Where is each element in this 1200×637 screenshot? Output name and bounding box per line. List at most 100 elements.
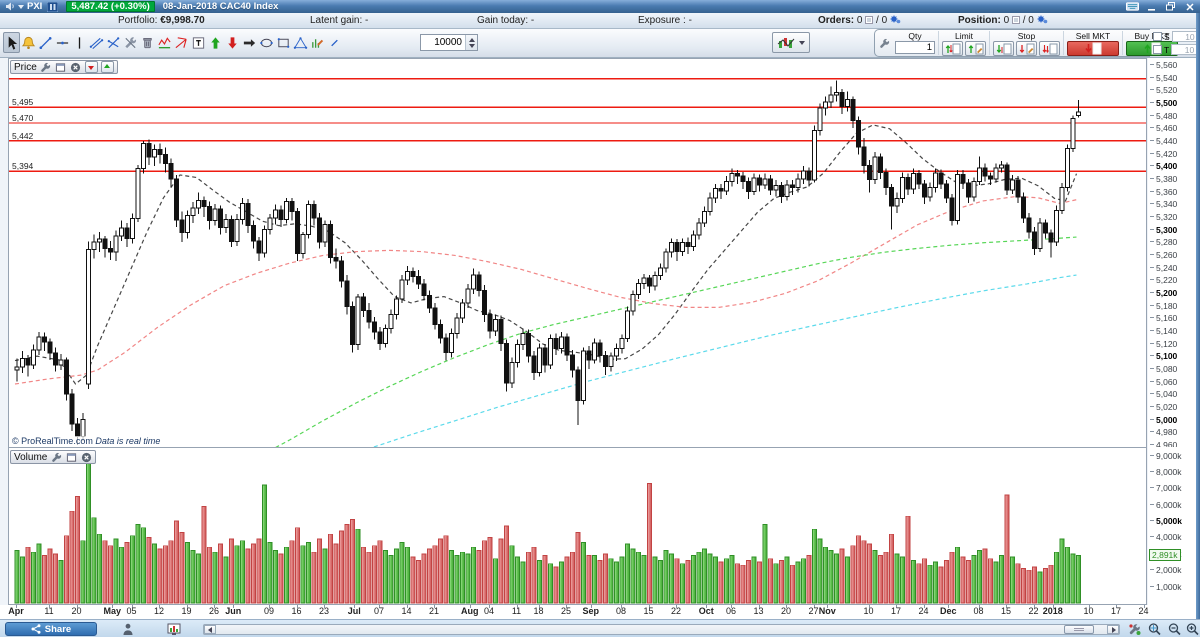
scroll-right-button[interactable] <box>1107 625 1119 634</box>
price-settings-icon[interactable] <box>40 62 52 73</box>
volume-close-icon[interactable] <box>80 452 92 463</box>
time-tick-label: 09 <box>263 606 274 616</box>
time-tick-label: 20 <box>780 606 791 616</box>
zoom-fit-icon[interactable] <box>1146 622 1162 636</box>
price-tick-label: 5,020 <box>1150 402 1177 412</box>
time-tick-label: Jul <box>347 606 361 616</box>
chart-type-button[interactable] <box>772 32 810 53</box>
orders-list-icon[interactable] <box>865 16 874 27</box>
delete-tool-button[interactable] <box>139 32 156 53</box>
text-tool-button[interactable] <box>190 32 207 53</box>
price-pane[interactable]: © ProRealTime.com Data is real time 5,49… <box>8 58 1147 448</box>
price-window-icon[interactable] <box>55 62 67 73</box>
time-tick <box>214 605 215 608</box>
quantity-value[interactable]: 10000 <box>434 37 462 48</box>
price-tick-label: 5,060 <box>1150 377 1177 387</box>
quantity-down-icon[interactable] <box>468 43 475 48</box>
instrument-symbol[interactable]: PXI <box>27 1 43 12</box>
buy-stop-button[interactable] <box>993 41 1014 56</box>
quantity-stepper[interactable]: 10000 <box>420 34 478 51</box>
alarm-tool-button[interactable] <box>20 32 37 53</box>
keyboard-button[interactable] <box>1126 1 1139 12</box>
volume-settings-icon[interactable] <box>50 452 62 463</box>
time-tick <box>233 605 235 608</box>
sell-limit-button[interactable] <box>965 41 986 56</box>
volume-pane[interactable] <box>8 447 1147 605</box>
price-close-icon[interactable] <box>70 62 82 73</box>
price-tick-label: 5,200 <box>1150 288 1177 298</box>
workspace-icon[interactable] <box>166 622 182 636</box>
restore-button[interactable] <box>1164 1 1177 12</box>
rectangle-tool-button[interactable] <box>275 32 292 53</box>
drawing-tools-tool-button[interactable] <box>122 32 139 53</box>
close-button[interactable] <box>1183 1 1196 12</box>
ellipse-tool-button[interactable] <box>258 32 275 53</box>
horizontal-line-tool-button[interactable] <box>54 32 71 53</box>
arrow-right-tool-button[interactable] <box>241 32 258 53</box>
segment-tool-button[interactable] <box>326 32 343 53</box>
volume-chart[interactable] <box>9 448 1146 604</box>
target-checkbox[interactable] <box>1153 45 1162 54</box>
scrollbar-thumb[interactable] <box>1064 625 1094 634</box>
channel-tool-button[interactable] <box>88 32 105 53</box>
price-tick-label: 5,400 <box>1150 161 1177 171</box>
time-tick-label: 2018 <box>1042 606 1063 616</box>
scroll-left-button[interactable] <box>204 625 216 634</box>
arrow-up-tool-button[interactable] <box>207 32 224 53</box>
target-value-input[interactable] <box>1171 44 1198 55</box>
pane-shrink-button[interactable] <box>84 61 98 73</box>
time-tick-label: 05 <box>126 606 137 616</box>
sell-stop-button[interactable] <box>1016 41 1037 56</box>
sell-mkt-button[interactable] <box>1067 41 1119 56</box>
time-tick-label: 24 <box>1138 606 1149 616</box>
zoom-out-icon[interactable] <box>1166 622 1182 636</box>
instrument-dropdown-caret[interactable] <box>18 4 24 9</box>
vertical-line-icon <box>78 36 81 49</box>
segment-icon <box>331 39 338 46</box>
time-tick <box>868 605 870 608</box>
order-qty-input[interactable] <box>895 41 935 54</box>
trailing-stop-button[interactable] <box>1039 41 1060 56</box>
buy-limit-button[interactable] <box>942 41 963 56</box>
time-tick-label: Apr <box>8 606 24 616</box>
price-tick-label: 5,480 <box>1150 111 1177 121</box>
minimize-button[interactable] <box>1145 1 1158 12</box>
pointer-tool-button[interactable] <box>3 32 20 53</box>
position-list-icon[interactable] <box>1011 16 1020 27</box>
chart-tools-icon[interactable] <box>1126 622 1142 636</box>
trendline-tool-button[interactable] <box>37 32 54 53</box>
info-icon[interactable] <box>47 1 59 12</box>
time-tick-label: Jun <box>225 606 242 616</box>
time-tick <box>676 605 677 608</box>
price-chart[interactable] <box>9 59 1146 447</box>
zoom-in-icon[interactable] <box>1184 622 1200 636</box>
share-button[interactable]: Share <box>5 622 97 636</box>
order-settings-button[interactable] <box>877 31 892 55</box>
pitchfork-tool-button[interactable] <box>173 32 190 53</box>
speaker-icon[interactable] <box>5 2 15 11</box>
stop-value-input[interactable] <box>1171 31 1198 42</box>
time-tick <box>1088 605 1090 608</box>
time-tick-label: 17 <box>1110 606 1121 616</box>
chart-edit-tool-button[interactable] <box>309 32 326 53</box>
stop-checkbox[interactable] <box>1153 32 1162 41</box>
zigzag-pattern-tool-button[interactable] <box>156 32 173 53</box>
orders-settings-icon[interactable] <box>890 15 901 27</box>
buy-mkt-label: Buy MKT <box>1134 31 1170 41</box>
exposure-info: Exposure : - <box>638 15 692 26</box>
triangle-tool-button[interactable] <box>292 32 309 53</box>
volume-tick-label: 2,000k <box>1150 565 1182 575</box>
user-icon[interactable] <box>120 622 136 636</box>
quantity-up-icon[interactable] <box>468 37 475 42</box>
vertical-line-tool-button[interactable] <box>71 32 88 53</box>
share-icon <box>31 624 41 634</box>
arrow-down-tool-button[interactable] <box>224 32 241 53</box>
volume-tick-label: 7,000k <box>1150 483 1182 493</box>
t-label: T <box>1164 44 1170 55</box>
volume-window-icon[interactable] <box>65 452 77 463</box>
fibonacci-tool-button[interactable] <box>105 32 122 53</box>
pane-grow-button[interactable] <box>100 61 114 73</box>
price-tick-label: 5,300 <box>1150 225 1177 235</box>
chart-scrollbar[interactable] <box>203 624 1120 635</box>
position-settings-icon[interactable] <box>1037 15 1048 27</box>
